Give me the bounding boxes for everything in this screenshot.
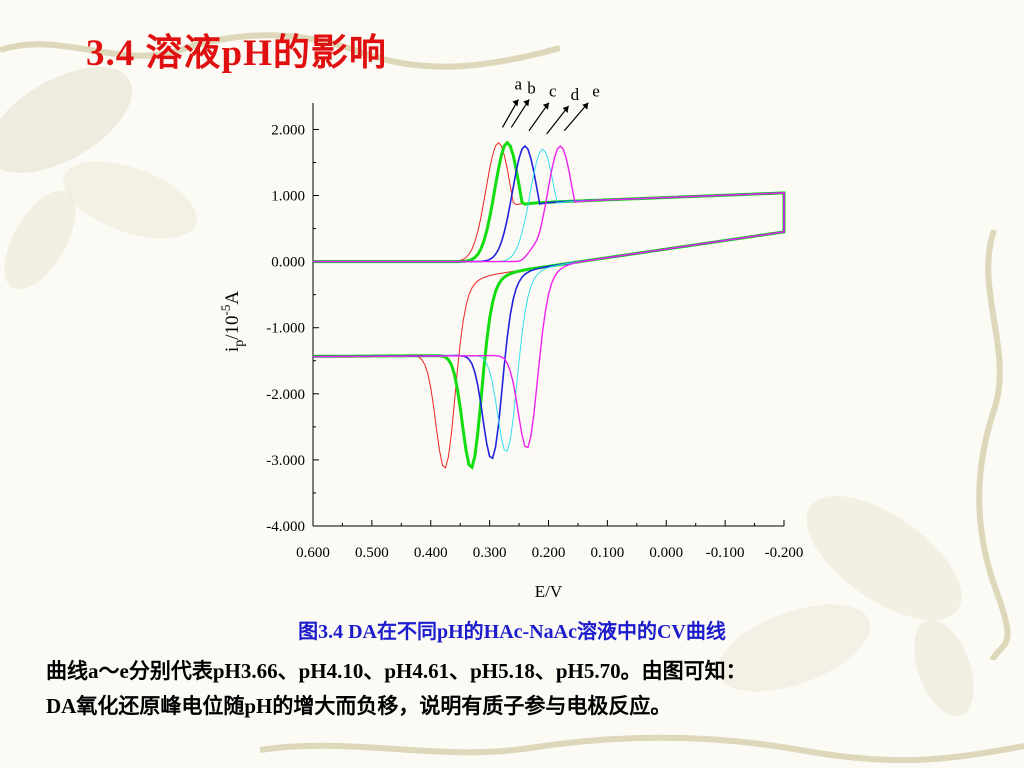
x-tick-label: 0.300	[473, 545, 507, 561]
y-tick-label: -1.000	[266, 321, 305, 337]
y-axis-label: ip/10-5A	[218, 291, 247, 352]
series-label-c: c	[549, 82, 557, 101]
x-tick-label: 0.600	[296, 545, 330, 561]
series-label-d: d	[571, 85, 580, 104]
arrow-head-a	[512, 99, 519, 107]
x-tick-label: 0.200	[532, 545, 566, 561]
arrow-line-e	[563, 102, 589, 132]
arrow-head-e	[582, 102, 589, 110]
x-tick-label: 0.100	[591, 545, 625, 561]
description-line-2: DA氧化还原峰电位随pH的增大而负移，说明有质子参与电极反应。	[46, 694, 672, 718]
chart-curves	[313, 140, 786, 470]
arrow-head-d	[562, 106, 569, 114]
x-tick-label: -0.100	[706, 545, 745, 561]
figure-caption: 图3.4 DA在不同pH的HAc-NaAc溶液中的CV曲线	[298, 621, 726, 643]
arrow-head-c	[542, 102, 549, 110]
series-label-e: e	[592, 82, 600, 101]
y-tick-label: -3.000	[266, 453, 305, 469]
series-label-a: a	[514, 74, 522, 93]
series-label-b: b	[527, 78, 536, 97]
y-tick-label: 0.000	[271, 255, 305, 271]
y-tick-label: -4.000	[266, 519, 305, 535]
x-tick-label: 0.000	[649, 545, 683, 561]
arrow-head-b	[523, 99, 530, 107]
arrow-line-d	[546, 105, 570, 135]
slide-title: 3.4 溶液pH的影响	[86, 33, 387, 74]
cv-curve-c	[313, 144, 785, 460]
x-axis-label: E/V	[535, 582, 563, 601]
cv-curve-e	[313, 144, 785, 449]
description-line-1: 曲线a～e分别代表pH3.66、pH4.10、pH4.61、pH5.18、pH5…	[46, 659, 747, 683]
x-tick-label: 0.400	[414, 545, 448, 561]
x-tick-label: -0.200	[765, 545, 804, 561]
y-tick-label: 1.000	[271, 189, 305, 205]
x-tick-label: 0.500	[355, 545, 389, 561]
y-tick-label: -2.000	[266, 387, 305, 403]
y-tick-label: 2.000	[271, 122, 305, 138]
